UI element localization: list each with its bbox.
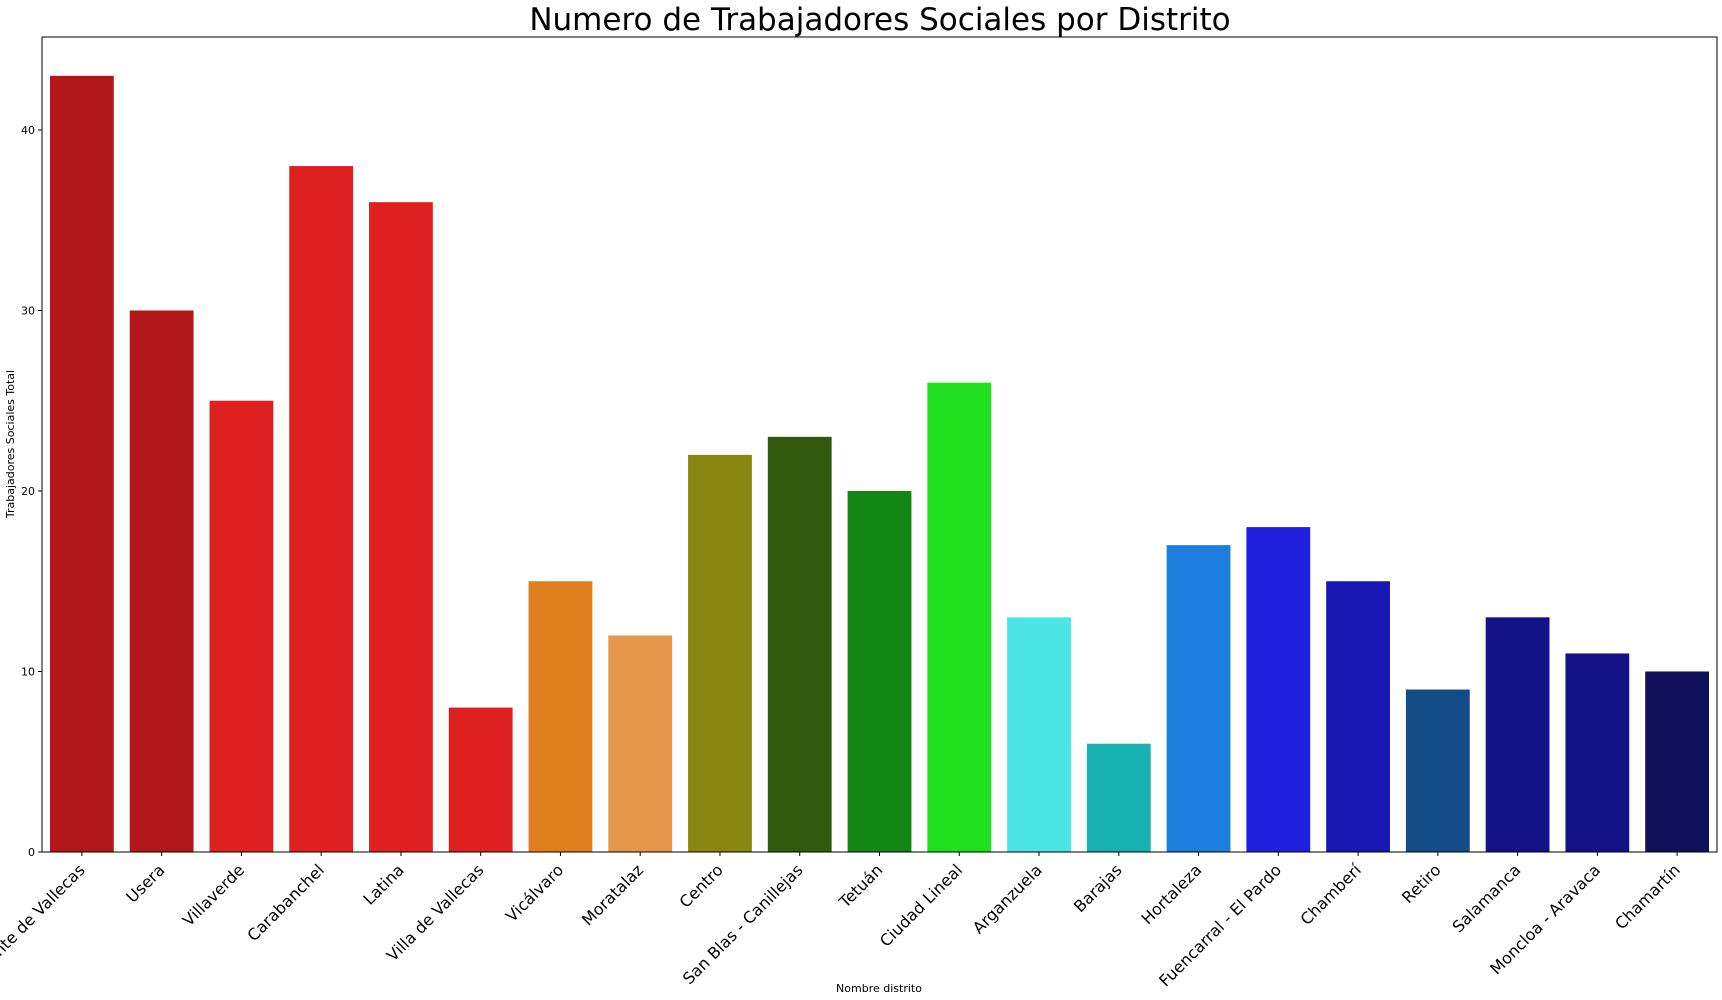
bar xyxy=(209,400,274,852)
x-tick-label: Salamanca xyxy=(1449,860,1525,936)
bar xyxy=(289,166,354,852)
x-tick-label: Hortaleza xyxy=(1138,860,1206,928)
bar xyxy=(1166,545,1231,852)
x-tick-label: Carabanchel xyxy=(243,860,328,945)
bar xyxy=(1405,689,1470,852)
x-tick-label: Latina xyxy=(359,860,407,908)
bar xyxy=(688,454,752,852)
x-tick-label: Tetuán xyxy=(835,860,887,912)
bar xyxy=(129,310,194,853)
x-tick-label: Villaverde xyxy=(179,860,249,930)
x-tick-label: Ciudad Lineal xyxy=(876,860,966,950)
x-tick-label: Moratalaz xyxy=(578,860,647,929)
bar xyxy=(767,436,832,852)
bars-group xyxy=(49,75,1710,853)
x-tick-label: Chamartín xyxy=(1611,860,1684,933)
y-tick-label: 0 xyxy=(28,846,35,859)
bar xyxy=(369,202,433,853)
x-tick-label: Chamberí xyxy=(1296,860,1365,929)
x-tick-label: Retiro xyxy=(1398,860,1445,907)
x-axis: Puente de Vallecas Usera VillaverdeCaraban… xyxy=(0,852,1684,990)
bar xyxy=(1246,527,1311,852)
bar xyxy=(1645,671,1710,852)
bar xyxy=(1485,617,1550,852)
bar xyxy=(1086,743,1151,852)
bar xyxy=(49,75,114,852)
bar xyxy=(608,635,673,852)
x-tick-label: Arganzuela xyxy=(969,860,1046,937)
x-axis-label: Nombre distrito xyxy=(836,982,922,995)
y-axis-label: Trabajadores Sociales Total xyxy=(4,370,17,519)
bar xyxy=(528,581,593,852)
x-tick-label: Usera xyxy=(122,860,168,906)
x-tick-label: Centro xyxy=(676,860,727,911)
y-tick-label: 30 xyxy=(21,304,35,317)
y-tick-label: 20 xyxy=(21,485,35,498)
bar xyxy=(1326,581,1390,852)
bar xyxy=(448,707,513,852)
bar xyxy=(1565,653,1630,852)
y-tick-label: 40 xyxy=(21,124,35,137)
bar xyxy=(847,490,912,852)
x-tick-label: Vicálvaro xyxy=(502,860,567,925)
bar xyxy=(1007,617,1071,852)
y-axis: 0 10 20 30 40 xyxy=(21,124,42,859)
x-tick-label: Puente de Vallecas xyxy=(0,860,89,980)
y-tick-label: 10 xyxy=(21,665,35,678)
chart-title: Numero de Trabajadores Sociales por Dist… xyxy=(529,2,1230,38)
bar xyxy=(927,382,992,852)
x-tick-label: Barajas xyxy=(1070,860,1126,916)
